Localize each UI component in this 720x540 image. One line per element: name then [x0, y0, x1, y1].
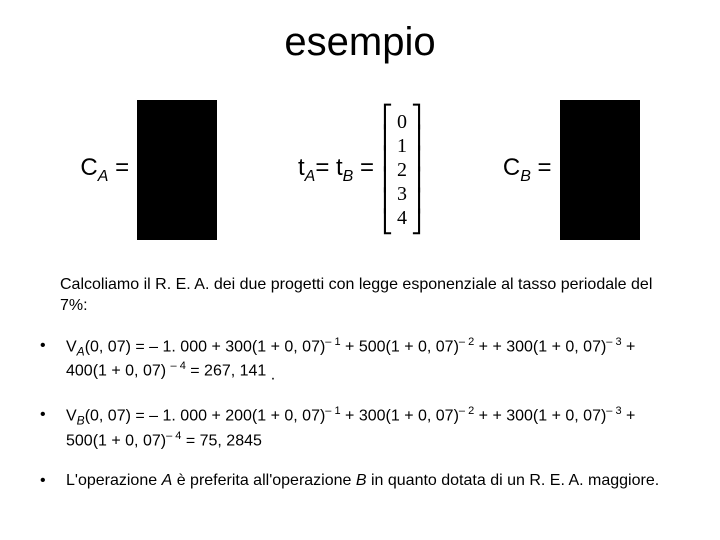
- term-t: tA= tB = ⎡⎢⎢⎢⎢⎣ 01234 ⎤⎥⎥⎥⎥⎦: [298, 107, 422, 232]
- slide-title: esempio: [40, 20, 680, 65]
- vector-values: 01234: [393, 110, 411, 230]
- vector-value: 4: [397, 206, 407, 230]
- time-vector: ⎡⎢⎢⎢⎢⎣ 01234 ⎤⎥⎥⎥⎥⎦: [382, 107, 422, 232]
- term-cb: CB =: [503, 100, 640, 240]
- vector-value: 3: [397, 182, 407, 206]
- vector-value: 1: [397, 134, 407, 158]
- label-t: tA= tB =: [298, 154, 374, 186]
- bullet-item: • VA(0, 07) = – 1. 000 + 300(1 + 0, 07)– …: [40, 335, 680, 387]
- vector-value: 0: [397, 110, 407, 134]
- bullet-item: • L'operazione A è preferita all'operazio…: [40, 470, 680, 492]
- bullet-text: VA(0, 07) = – 1. 000 + 300(1 + 0, 07)– 1…: [66, 335, 680, 387]
- equation-row: CA = tA= tB = ⎡⎢⎢⎢⎢⎣ 01234 ⎤⎥⎥⎥⎥⎦ CB =: [40, 95, 680, 245]
- bullet-marker: •: [40, 404, 48, 452]
- bullet-text: L'operazione A è preferita all'operazion…: [66, 470, 680, 492]
- blackbox-ca: [137, 100, 217, 240]
- bullet-marker: •: [40, 335, 48, 387]
- term-ca: CA =: [80, 100, 217, 240]
- vector-value: 2: [397, 158, 407, 182]
- bracket-left: ⎡⎢⎢⎢⎢⎣: [382, 107, 393, 232]
- label-ca: CA =: [80, 154, 129, 186]
- blackbox-cb: [560, 100, 640, 240]
- bullet-item: • VB(0, 07) = – 1. 000 + 200(1 + 0, 07)– …: [40, 404, 680, 452]
- intro-text: Calcoliamo il R. E. A. dei due progetti …: [60, 275, 680, 317]
- label-cb: CB =: [503, 154, 552, 186]
- bullet-text: VB(0, 07) = – 1. 000 + 200(1 + 0, 07)– 1…: [66, 404, 680, 452]
- bullet-marker: •: [40, 470, 48, 492]
- bracket-right: ⎤⎥⎥⎥⎥⎦: [411, 107, 422, 232]
